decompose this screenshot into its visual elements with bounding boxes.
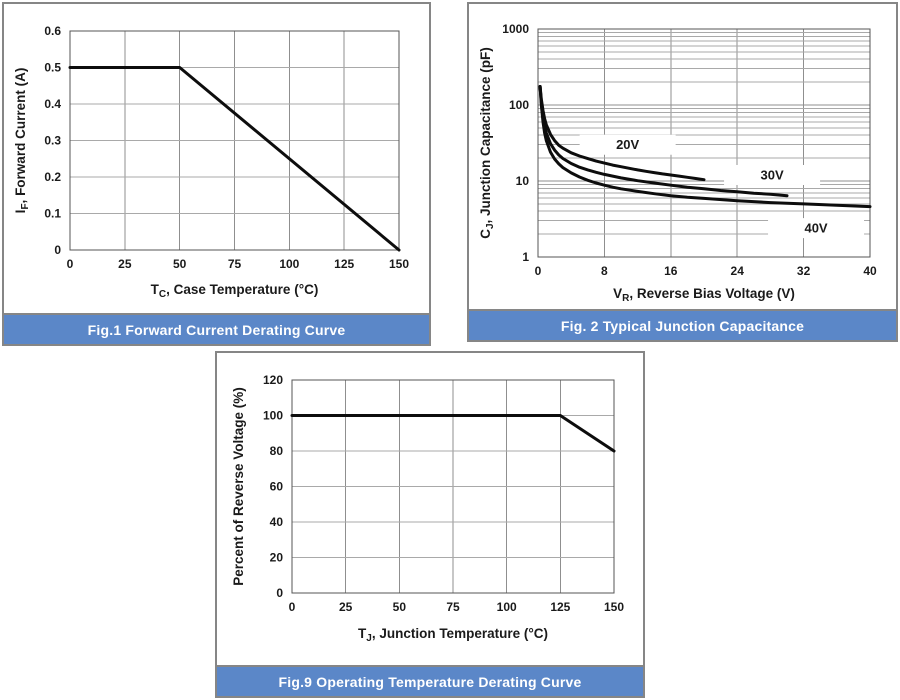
fig1-chart-area: 0 25 50 75 100 125 150 0 0.1 0.2 0.3 0.4 0.5 0.6 TC, C… <box>4 4 429 313</box>
series-curve-forward-current-derating <box>68 66 401 252</box>
svg-text:50: 50 <box>173 257 187 271</box>
svg-text:8: 8 <box>601 264 608 278</box>
x-axis-title: VR, Reverse Bias Voltage (V) <box>613 286 795 304</box>
svg-text:60: 60 <box>270 480 284 494</box>
plot-border <box>537 28 871 258</box>
svg-text:75: 75 <box>228 257 242 271</box>
svg-text:1: 1 <box>522 250 529 264</box>
series-curve-30v <box>538 85 789 198</box>
svg-text:0.2: 0.2 <box>44 170 61 184</box>
fig9-caption: Fig.9 Operating Temperature Derating Cur… <box>217 665 643 696</box>
curve-label-20v: 20V <box>616 137 639 152</box>
series-curve-20v <box>538 85 706 182</box>
x-tick-labels: 0 25 50 75 100 125 150 <box>289 600 625 614</box>
svg-text:0: 0 <box>276 586 283 600</box>
svg-text:0.3: 0.3 <box>44 134 61 148</box>
x-axis-title: TJ, Junction Temperature (°C) <box>358 626 548 644</box>
fig9-operating-temperature-derating-chart: 0 25 50 75 100 125 150 0 20 40 60 80 100 120 TJ, Junct… <box>231 373 625 644</box>
svg-text:40: 40 <box>863 264 877 278</box>
svg-text:150: 150 <box>389 257 409 271</box>
fig9-panel: 0 25 50 75 100 125 150 0 20 40 60 80 100 120 TJ, Junct… <box>215 351 645 698</box>
svg-text:25: 25 <box>118 257 132 271</box>
svg-text:0.4: 0.4 <box>44 97 61 111</box>
svg-text:40: 40 <box>270 515 284 529</box>
plot-border <box>291 379 615 594</box>
svg-text:16: 16 <box>664 264 678 278</box>
fig9-chart-area: 0 25 50 75 100 125 150 0 20 40 60 80 100 120 TJ, Junct… <box>217 353 643 665</box>
x-axis-title: TC, Case Temperature (°C) <box>151 282 319 300</box>
curve-label-40v: 40V <box>804 221 827 236</box>
svg-text:0: 0 <box>535 264 542 278</box>
curve-label-30v: 30V <box>760 167 783 182</box>
fig1-caption: Fig.1 Forward Current Derating Curve <box>4 313 429 344</box>
svg-text:0: 0 <box>67 257 74 271</box>
x-tick-labels: 0 8 16 24 32 40 <box>535 264 877 278</box>
svg-text:50: 50 <box>393 600 407 614</box>
svg-text:0.5: 0.5 <box>44 61 61 75</box>
fig2-caption: Fig. 2 Typical Junction Capacitance <box>469 309 896 340</box>
svg-text:0: 0 <box>289 600 296 614</box>
annotation-backdrop <box>579 134 676 155</box>
svg-text:150: 150 <box>604 600 624 614</box>
fig1-forward-current-derating-chart: 0 25 50 75 100 125 150 0 0.1 0.2 0.3 0.4 0.5 0.6 TC, C… <box>13 24 410 300</box>
series-curve-40v <box>538 85 872 209</box>
x-tick-labels: 0 25 50 75 100 125 150 <box>67 257 410 271</box>
svg-text:125: 125 <box>334 257 354 271</box>
svg-text:120: 120 <box>263 373 283 387</box>
svg-text:100: 100 <box>263 409 283 423</box>
svg-text:0: 0 <box>54 243 61 257</box>
annotation-backdrop <box>768 218 865 239</box>
annotation-backdrop <box>724 164 821 185</box>
svg-text:80: 80 <box>270 444 284 458</box>
svg-text:25: 25 <box>339 600 353 614</box>
y-tick-labels: 0 0.1 0.2 0.3 0.4 0.5 0.6 <box>44 24 61 257</box>
svg-text:0.1: 0.1 <box>44 207 61 221</box>
svg-text:20: 20 <box>270 551 284 565</box>
fig1-panel: 0 25 50 75 100 125 150 0 0.1 0.2 0.3 0.4 0.5 0.6 TC, C… <box>2 2 431 346</box>
svg-text:32: 32 <box>797 264 811 278</box>
grid-lines <box>292 380 614 593</box>
y-tick-labels: 0 20 40 60 80 100 120 <box>263 373 283 600</box>
svg-text:100: 100 <box>279 257 299 271</box>
y-axis-title: CJ, Junction Capacitance (pF) <box>478 47 496 239</box>
svg-text:125: 125 <box>550 600 570 614</box>
y-tick-labels: 1 10 100 1000 <box>502 22 529 264</box>
fig2-chart-area: 20V 30V 40V 0 8 16 24 32 40 1 10 100 1000 VR, Reverse… <box>469 4 896 309</box>
plot-border <box>69 30 400 251</box>
svg-text:100: 100 <box>497 600 517 614</box>
y-axis-title: IF, Forward Current (A) <box>13 68 31 214</box>
svg-text:10: 10 <box>516 174 530 188</box>
svg-text:24: 24 <box>731 264 745 278</box>
svg-text:1000: 1000 <box>502 22 529 36</box>
grid-lines <box>70 31 399 250</box>
fig2-junction-capacitance-chart: 20V 30V 40V 0 8 16 24 32 40 1 10 100 1000 VR, Reverse… <box>478 22 877 304</box>
series-curve-reverse-voltage-derating <box>290 414 616 453</box>
y-axis-title: Percent of Reverse Voltage (%) <box>231 387 246 586</box>
svg-text:0.6: 0.6 <box>44 24 61 38</box>
svg-text:75: 75 <box>446 600 460 614</box>
svg-text:100: 100 <box>509 98 529 112</box>
fig2-panel: 20V 30V 40V 0 8 16 24 32 40 1 10 100 1000 VR, Reverse… <box>467 2 898 342</box>
